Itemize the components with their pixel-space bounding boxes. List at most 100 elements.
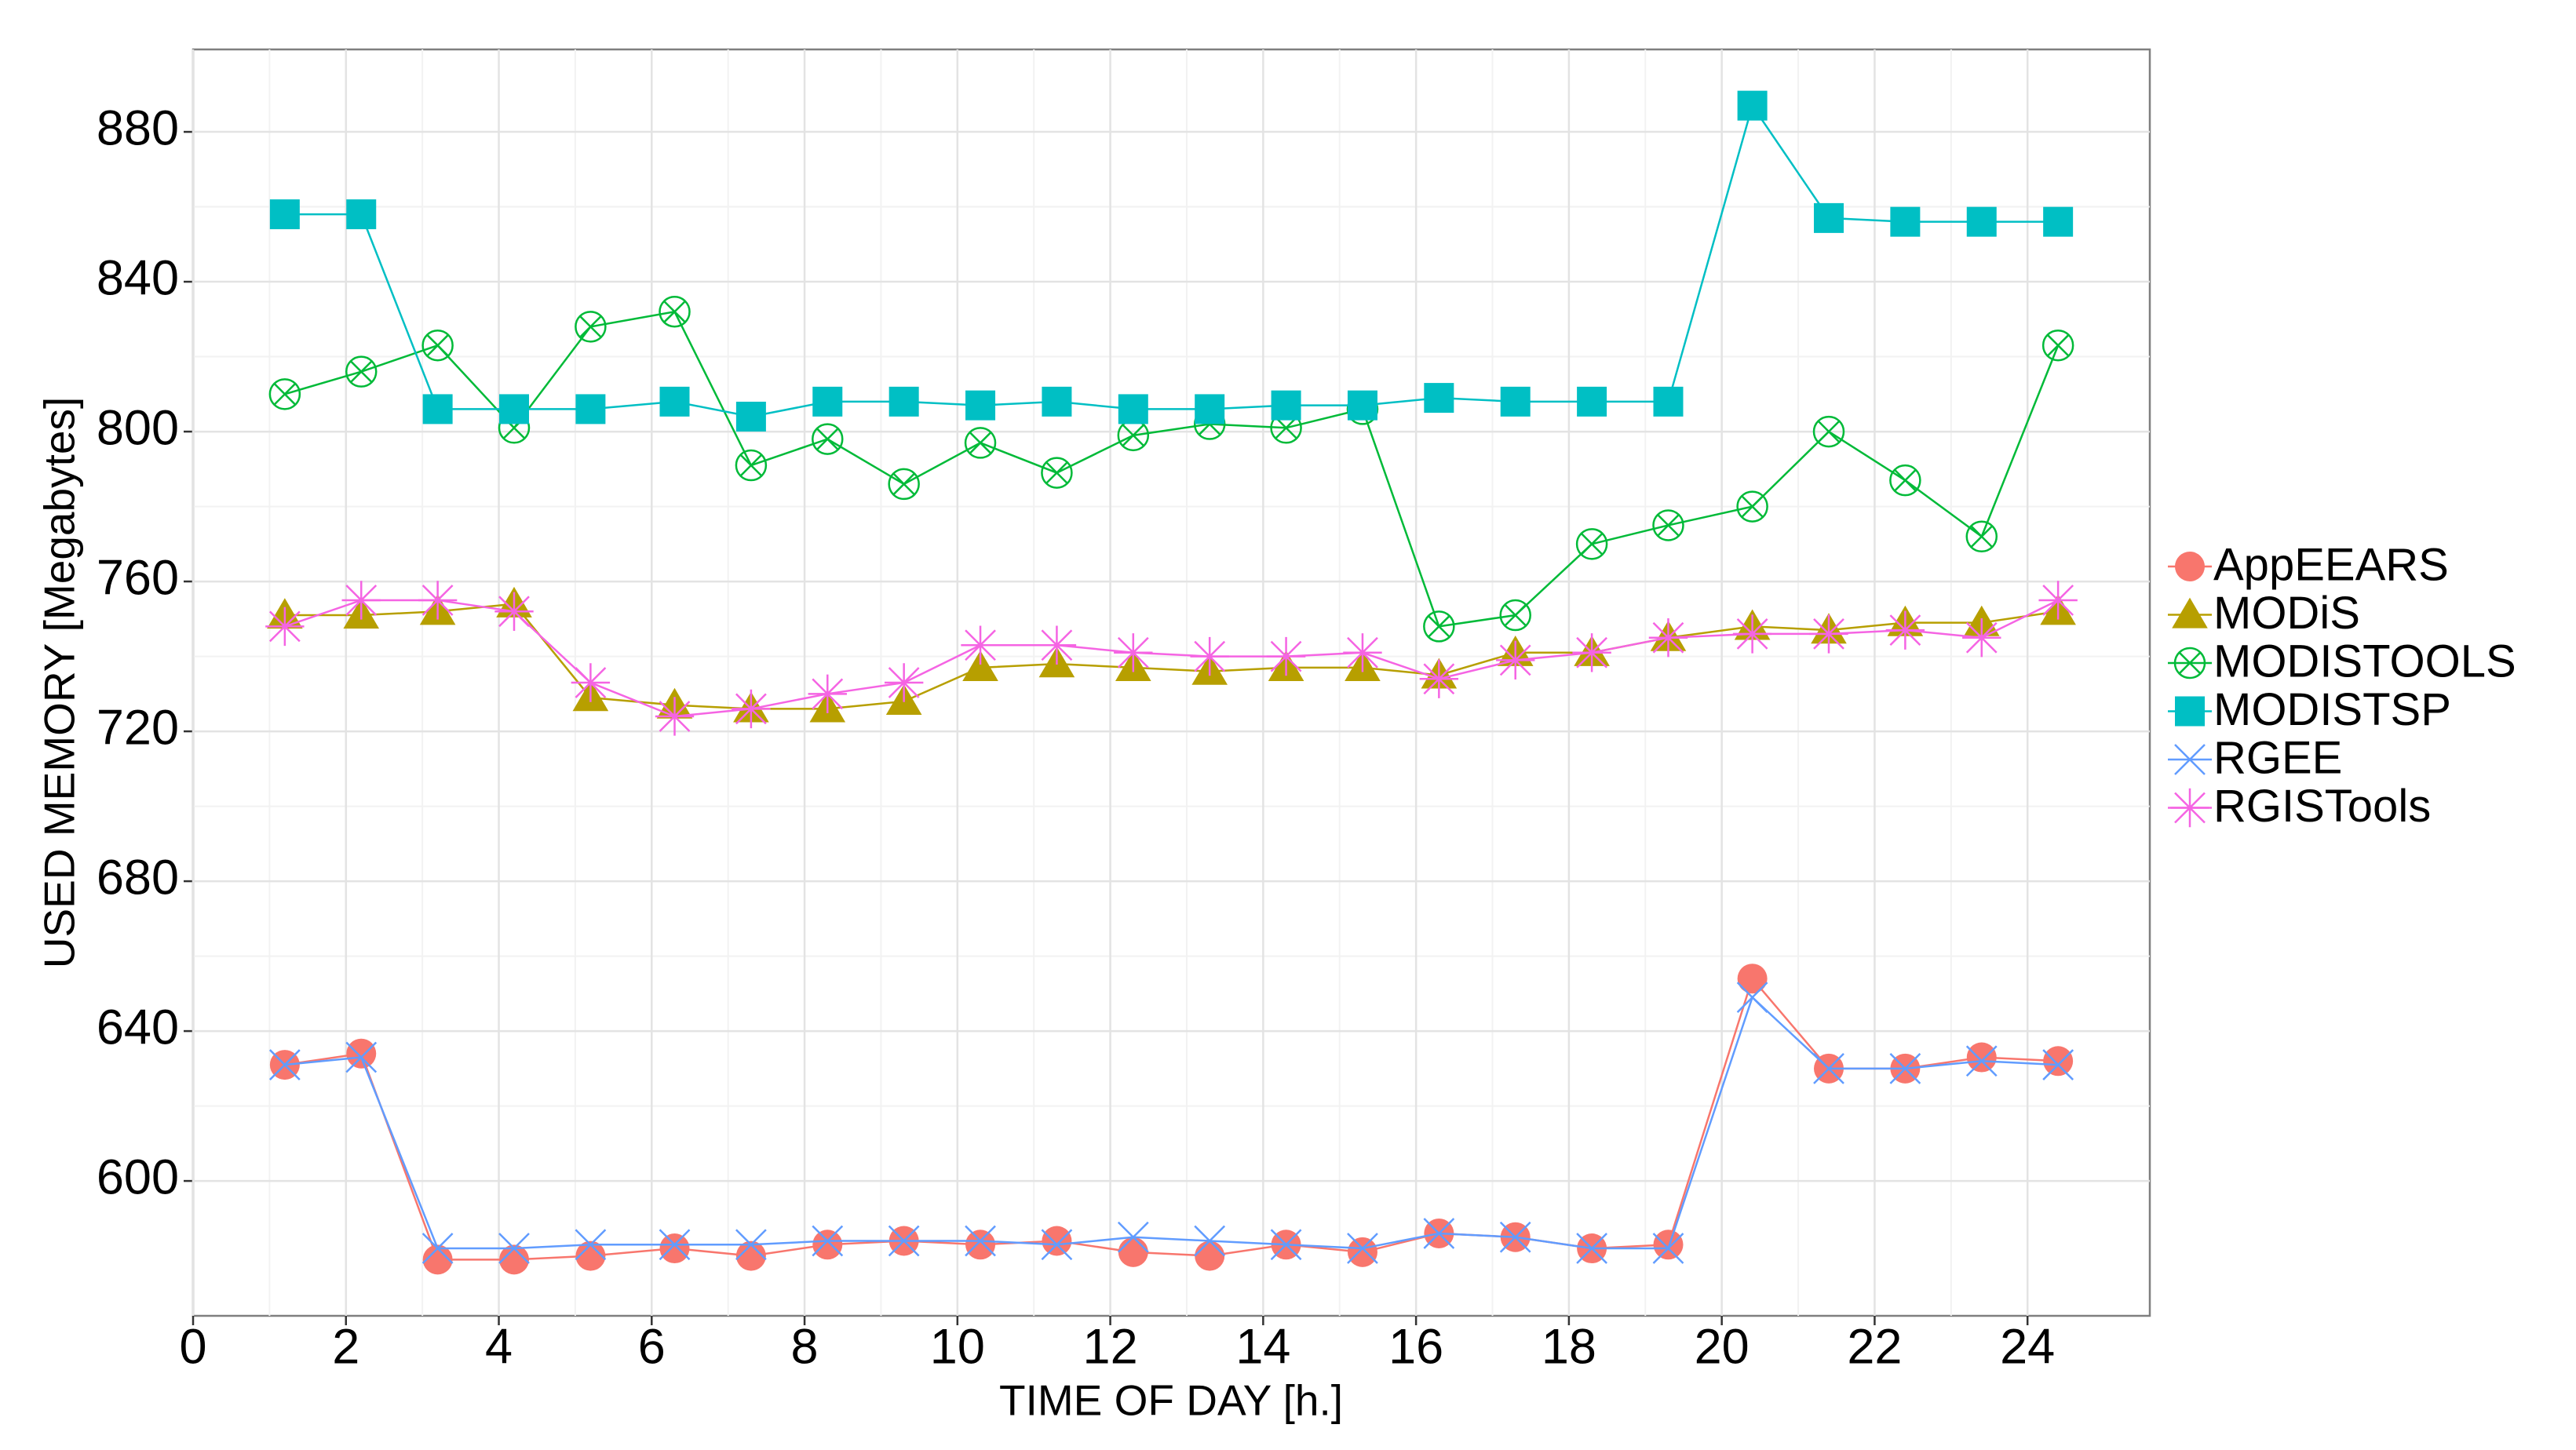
marker (655, 697, 695, 736)
marker (1889, 464, 1921, 497)
y-tick-label: 720 (97, 701, 179, 756)
marker (1347, 1233, 1378, 1264)
marker (2172, 597, 2208, 628)
marker (1114, 633, 1153, 672)
marker (1576, 1233, 1607, 1264)
marker (1813, 202, 1844, 233)
marker (575, 1241, 606, 1271)
marker (1732, 614, 1772, 654)
marker (965, 1225, 996, 1257)
marker (1965, 520, 1998, 552)
marker (1195, 1241, 1225, 1271)
marker (268, 378, 301, 410)
marker (346, 199, 377, 230)
series (268, 296, 2074, 643)
x-tick-label: 24 (2000, 1320, 2055, 1375)
marker (808, 674, 847, 714)
marker (1499, 1221, 1531, 1253)
series (268, 982, 2074, 1264)
marker (732, 689, 771, 729)
x-tick-label: 8 (791, 1320, 819, 1375)
marker (1195, 394, 1225, 424)
marker (1653, 386, 1684, 417)
x-tick-label: 22 (1847, 1320, 1902, 1375)
marker (421, 330, 454, 362)
legend-label: MODiS (2213, 588, 2360, 639)
marker (1343, 633, 1382, 672)
marker (494, 592, 534, 631)
marker (735, 1241, 766, 1271)
marker (1652, 509, 1684, 541)
marker (884, 663, 924, 702)
line (284, 310, 2060, 628)
marker (269, 199, 300, 230)
marker (2174, 744, 2206, 775)
marker (735, 449, 768, 482)
marker (1809, 614, 1848, 654)
marker (1270, 1229, 1302, 1261)
marker (964, 427, 997, 459)
marker (888, 468, 920, 501)
marker (1966, 206, 1997, 237)
x-tick-label: 0 (179, 1320, 206, 1375)
marker (1577, 386, 1607, 417)
y-axis-title: USED MEMORY [Megabytes] (35, 397, 84, 968)
marker (1194, 1225, 1226, 1257)
marker (422, 1244, 453, 1275)
marker (1653, 1230, 1684, 1260)
x-axis-title: TIME OF DAY [h.] (999, 1376, 1343, 1425)
marker (965, 390, 996, 421)
marker (2041, 330, 2074, 362)
marker (812, 423, 844, 455)
x-tick-label: 18 (1542, 1320, 1596, 1375)
marker (1648, 618, 1688, 658)
marker (1737, 964, 1768, 994)
marker (1118, 1237, 1148, 1267)
y-tick-label: 680 (97, 851, 179, 905)
plot-panel (192, 48, 2151, 1317)
marker (659, 296, 691, 328)
marker (1347, 1237, 1377, 1267)
marker (499, 1244, 530, 1275)
marker (1962, 618, 2001, 658)
marker (1117, 1221, 1149, 1253)
y-tick-label: 880 (97, 101, 179, 156)
y-tick-label: 600 (97, 1150, 179, 1205)
marker (1423, 610, 1455, 643)
marker (341, 581, 381, 620)
marker (1813, 1052, 1844, 1084)
marker (418, 581, 458, 620)
marker (575, 1229, 607, 1261)
y-tick-label: 800 (97, 401, 179, 456)
marker (1042, 386, 1072, 417)
marker (1118, 394, 1148, 424)
marker (965, 1230, 996, 1260)
marker (1572, 633, 1611, 672)
marker (1812, 415, 1845, 448)
marker (1889, 1052, 1921, 1084)
marker (1423, 1218, 1455, 1249)
marker (2043, 1046, 2074, 1077)
marker (1736, 982, 1768, 1013)
marker (1419, 659, 1459, 698)
x-tick-label: 4 (485, 1320, 513, 1375)
marker (1041, 1229, 1073, 1261)
series (269, 90, 2074, 432)
x-tick-label: 6 (638, 1320, 666, 1375)
x-tick-label: 2 (332, 1320, 359, 1375)
marker (659, 1233, 690, 1264)
marker (1041, 457, 1073, 489)
marker (1042, 1226, 1072, 1256)
marker (1347, 390, 1377, 421)
marker (2175, 696, 2205, 727)
marker (1736, 490, 1768, 523)
legend-label: AppEEARS (2213, 539, 2449, 590)
marker (1965, 1045, 1998, 1077)
marker (2038, 581, 2078, 620)
marker (2043, 206, 2074, 237)
marker (1271, 390, 1301, 421)
marker (812, 386, 843, 417)
